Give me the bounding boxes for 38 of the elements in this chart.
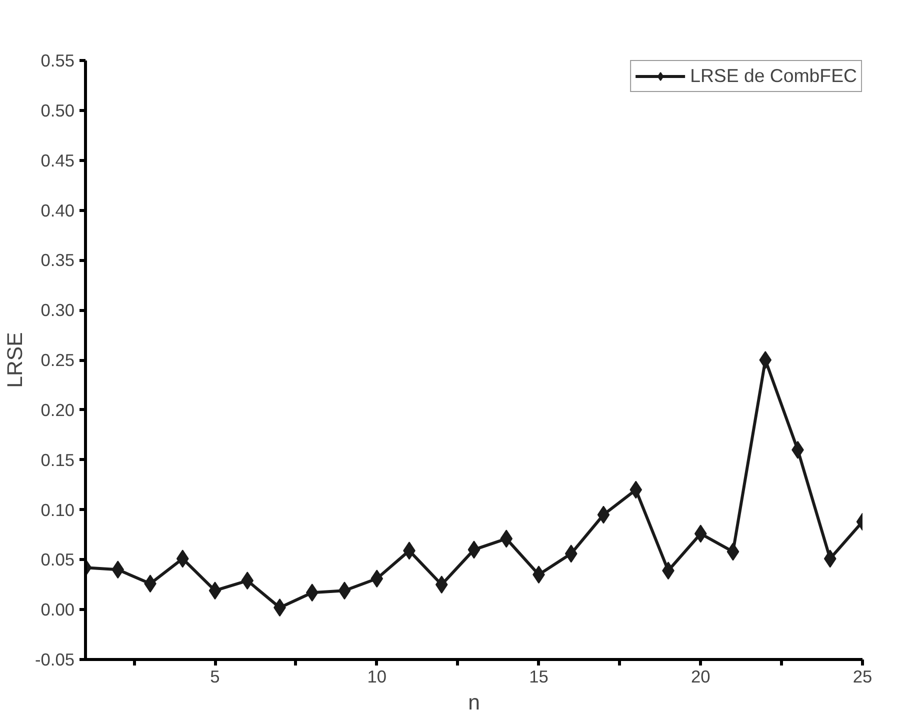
y-tick-label: 0.05 — [40, 550, 75, 570]
point — [759, 351, 772, 369]
point — [597, 506, 610, 524]
y-axis-title: LRSE — [3, 332, 28, 388]
point — [824, 550, 836, 568]
y-tick-label: 0.25 — [40, 350, 75, 370]
y-tick-label: 0.30 — [40, 300, 75, 320]
point — [694, 524, 707, 543]
x-tick-label: 15 — [529, 666, 548, 686]
x-tick-label: 5 — [210, 666, 220, 686]
x-axis-title: n — [468, 690, 480, 714]
x-tick-label: 10 — [367, 666, 387, 686]
y-tick-label: -0.05 — [35, 650, 75, 670]
point — [726, 542, 740, 561]
point — [435, 576, 448, 594]
point — [564, 544, 578, 563]
y-tick-label: 0.15 — [40, 450, 75, 470]
x-tick-label: 25 — [852, 666, 872, 686]
point — [630, 480, 642, 499]
y-tick-label: 0.10 — [40, 500, 75, 520]
y-tick-label: 0.20 — [40, 400, 75, 420]
point — [500, 530, 513, 548]
y-tick-label: 0.40 — [40, 200, 75, 220]
point — [208, 582, 222, 600]
point — [306, 584, 318, 602]
x-tick-label: 20 — [690, 666, 710, 686]
point — [468, 540, 480, 559]
point — [241, 572, 254, 590]
y-tick-label: 0.45 — [40, 150, 75, 170]
y-tick-label: 0.55 — [40, 50, 75, 70]
point — [370, 570, 384, 588]
y-tick-label: 0.50 — [40, 100, 75, 120]
point — [338, 582, 351, 600]
legend-label: LRSE de CombFEC — [690, 65, 857, 87]
y-tick-label: 0.35 — [40, 250, 75, 270]
point — [112, 560, 124, 579]
point — [176, 550, 189, 568]
y-tick-label: 0.00 — [40, 600, 75, 620]
